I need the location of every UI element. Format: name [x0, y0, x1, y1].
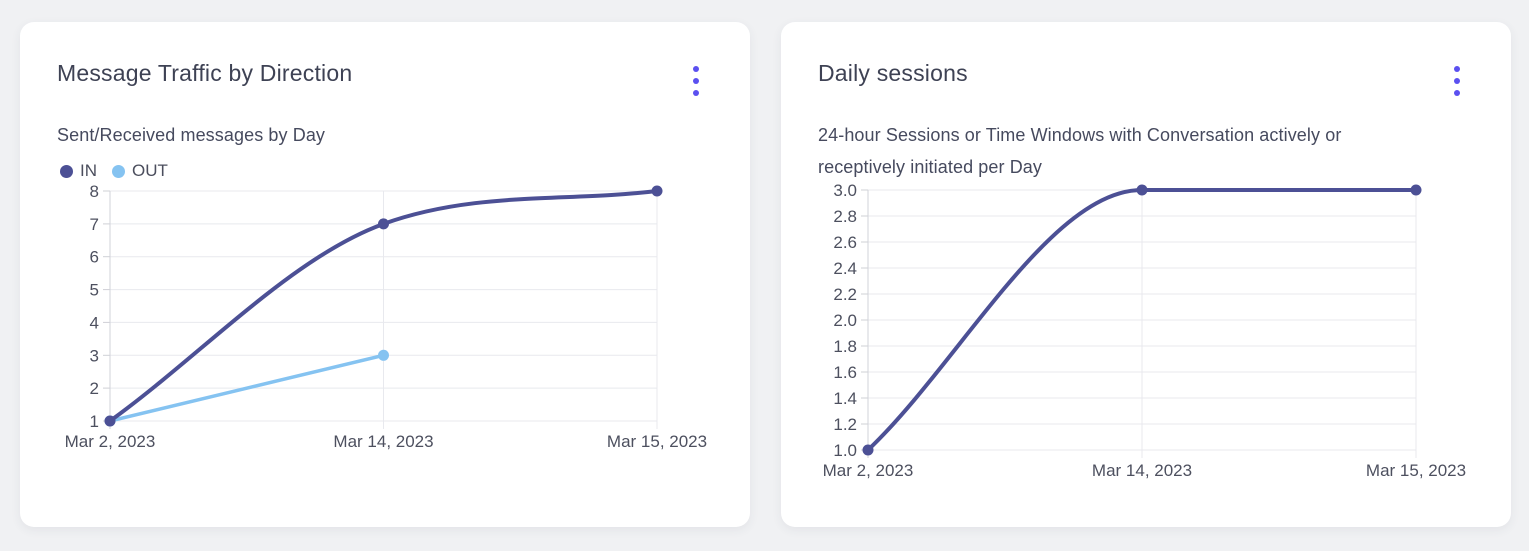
y-tick-label: 3 — [90, 346, 99, 365]
y-tick-label: 3.0 — [833, 181, 857, 200]
legend-item-in[interactable]: IN — [60, 161, 97, 181]
data-point — [1410, 184, 1422, 196]
y-tick-label: 1.6 — [833, 363, 857, 382]
data-point — [651, 185, 663, 197]
legend-item-out[interactable]: OUT — [112, 161, 168, 181]
series-line — [866, 187, 1418, 452]
data-point — [378, 349, 389, 361]
y-tick-label: 1.2 — [833, 415, 857, 434]
data-point — [104, 415, 116, 427]
kebab-menu-button[interactable] — [1445, 66, 1469, 96]
kebab-menu-button[interactable] — [684, 66, 708, 96]
y-tick-label: 1.8 — [833, 337, 857, 356]
y-tick-label: 2 — [90, 379, 99, 398]
x-tick-label: Mar 2, 2023 — [65, 432, 156, 451]
card-subtitle: Sent/Received messages by Day — [57, 125, 326, 145]
legend-swatch — [112, 164, 125, 178]
x-tick-label: Mar 15, 2023 — [1366, 461, 1466, 480]
legend-label: IN — [80, 161, 97, 180]
card-title: Daily sessions — [818, 60, 968, 86]
legend-swatch — [60, 164, 73, 178]
y-tick-label: 2.4 — [833, 259, 857, 278]
data-point — [1136, 184, 1148, 196]
kebab-vertical-icon — [1445, 66, 1469, 96]
data-point — [378, 218, 389, 230]
data-point — [862, 444, 874, 456]
y-tick-label: 2.8 — [833, 207, 857, 226]
kebab-vertical-icon — [684, 66, 708, 96]
y-tick-label: 2.2 — [833, 285, 857, 304]
y-tick-label: 1.0 — [833, 441, 857, 460]
y-tick-label: 1 — [90, 412, 99, 431]
daily-sessions-card: Daily sessions 24-hour Sessions or Time … — [781, 22, 1511, 527]
y-tick-label: 1.4 — [833, 389, 857, 408]
chart-legend: IN OUT — [60, 161, 168, 181]
x-tick-label: Mar 2, 2023 — [823, 461, 914, 480]
x-tick-label: Mar 14, 2023 — [1092, 461, 1192, 480]
series-line — [108, 353, 386, 423]
y-tick-label: 6 — [90, 248, 99, 267]
card-title: Message Traffic by Direction — [57, 60, 353, 86]
legend-label: OUT — [132, 161, 168, 180]
message-traffic-card: Message Traffic by Direction Sent/Receiv… — [20, 22, 750, 527]
x-tick-label: Mar 14, 2023 — [333, 432, 433, 451]
y-tick-label: 8 — [90, 182, 99, 201]
y-tick-label: 2.0 — [833, 311, 857, 330]
y-tick-label: 4 — [90, 313, 99, 332]
y-tick-label: 2.6 — [833, 233, 857, 252]
y-tick-label: 7 — [90, 215, 99, 234]
y-tick-label: 5 — [90, 281, 99, 300]
card-subtitle: 24-hour Sessions or Time Windows with Co… — [818, 125, 1342, 177]
x-tick-label: Mar 15, 2023 — [607, 432, 707, 451]
